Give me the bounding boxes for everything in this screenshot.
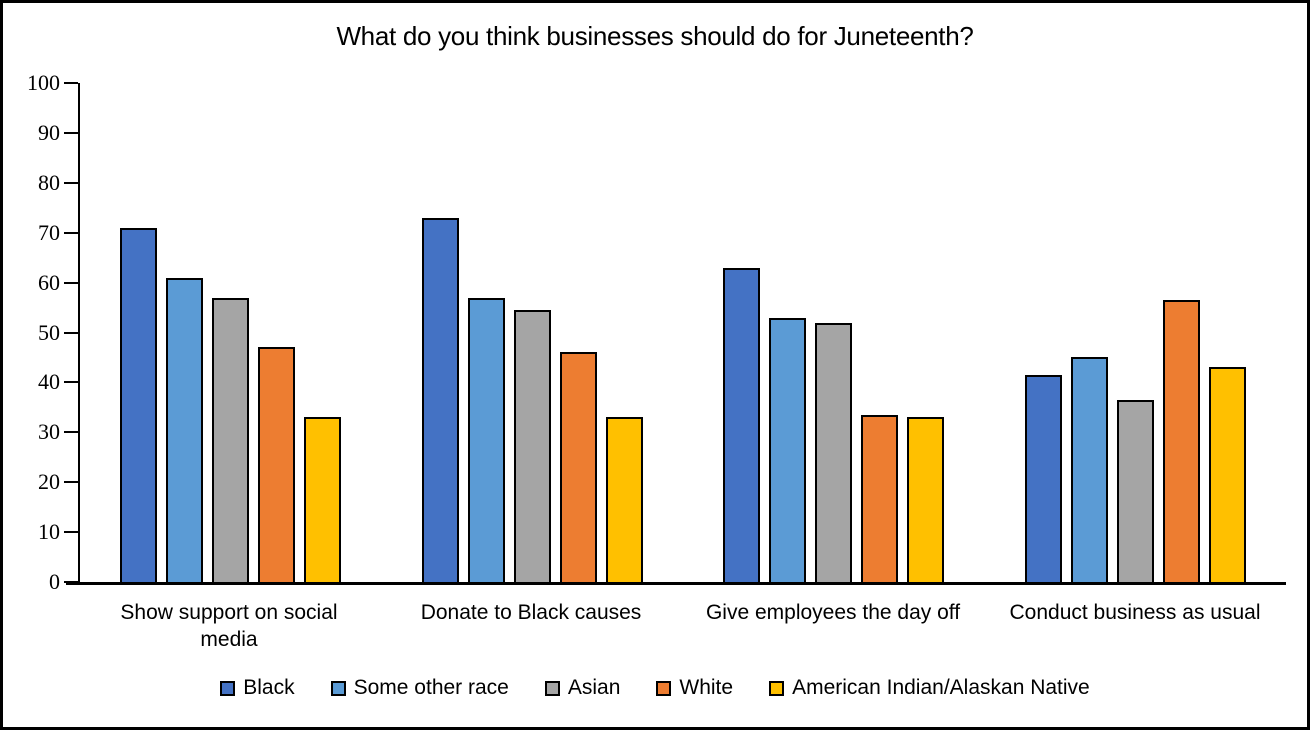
y-axis-tick: [64, 331, 78, 334]
bar: [1116, 399, 1154, 582]
legend-swatch-icon: [544, 680, 560, 696]
x-axis-line: [66, 582, 80, 585]
bar-groups: [80, 83, 1286, 582]
bar: [1070, 357, 1108, 582]
legend-item: Black: [220, 676, 295, 700]
legend-label: American Indian/Alaskan Native: [792, 676, 1090, 699]
bar: [1162, 300, 1200, 582]
legend-swatch-icon: [769, 680, 785, 696]
bar: [769, 317, 807, 582]
legend-label: Some other race: [353, 676, 509, 699]
bar: [861, 414, 899, 582]
bar-group: [683, 83, 985, 582]
bar: [467, 297, 505, 582]
y-axis-tick-label: 70: [38, 219, 60, 245]
bar: [513, 310, 551, 582]
category-label: Give employees the day off: [682, 599, 984, 654]
bar: [166, 277, 204, 582]
bar: [421, 217, 459, 582]
y-axis-tick-label: 20: [38, 469, 60, 495]
y-axis-tick: [64, 281, 78, 284]
bar: [815, 322, 853, 582]
y-axis-tick: [64, 82, 78, 84]
category-label: Conduct business as usual: [984, 599, 1286, 654]
y-axis-tick: [64, 231, 78, 234]
y-axis-tick: [64, 581, 78, 583]
y-axis-tick: [64, 431, 78, 434]
legend-swatch-icon: [220, 680, 236, 696]
y-axis-tick: [64, 531, 78, 534]
y-axis-tick-label: 100: [27, 70, 60, 95]
legend-label: Asian: [567, 676, 621, 699]
legend: Black Some other race Asian White American I…: [3, 676, 1307, 700]
y-axis-tick: [64, 131, 78, 134]
bar: [1208, 367, 1246, 582]
y-axis-tick-label: 0: [49, 569, 60, 594]
bar: [120, 227, 158, 582]
y-axis-tick-label: 80: [38, 169, 60, 195]
y-axis-tick-label: 10: [38, 519, 60, 545]
bar-group: [382, 83, 684, 582]
bar: [1024, 374, 1062, 582]
legend-item: White: [656, 676, 733, 700]
category-label-text: Show support on social media: [120, 601, 338, 652]
bar: [907, 417, 945, 582]
legend-swatch-icon: [330, 680, 346, 696]
bar-group: [985, 83, 1287, 582]
y-axis-tick-label: 60: [38, 269, 60, 295]
bar: [212, 297, 250, 582]
legend-item: American Indian/Alaskan Native: [769, 676, 1090, 700]
legend-swatch-icon: [656, 680, 672, 696]
bar: [304, 417, 342, 582]
plot-area: 0 10 20 30 40 50 60 70 80 90 100: [27, 70, 1286, 594]
y-axis-tick-label: 50: [38, 319, 60, 345]
legend-label: Black: [243, 676, 295, 699]
category-label-text: Donate to Black causes: [420, 601, 642, 624]
bar: [258, 347, 296, 582]
category-label-text: Conduct business as usual: [1009, 601, 1261, 624]
y-axis-tick: [64, 181, 78, 184]
x-axis-category-labels: Show support on social media Donate to Bl…: [78, 599, 1286, 654]
y-axis-tick-label: 30: [38, 419, 60, 445]
legend-item: Asian: [544, 676, 621, 700]
bar: [723, 267, 761, 582]
bar: [605, 417, 643, 582]
y-axis-tick-label: 40: [38, 369, 60, 395]
category-label-text: Give employees the day off: [705, 601, 961, 624]
y-axis-tick: [64, 481, 78, 484]
category-label: Donate to Black causes: [380, 599, 682, 654]
y-axis-tick-label: 90: [38, 119, 60, 145]
legend-label: White: [679, 676, 734, 699]
y-axis-tick: [64, 381, 78, 384]
bar-group: [80, 83, 382, 582]
chart-title: What do you think businesses should do f…: [336, 21, 974, 51]
legend-item: Some other race: [330, 676, 509, 700]
category-label: Show support on social media: [78, 599, 380, 654]
bar: [559, 352, 597, 582]
